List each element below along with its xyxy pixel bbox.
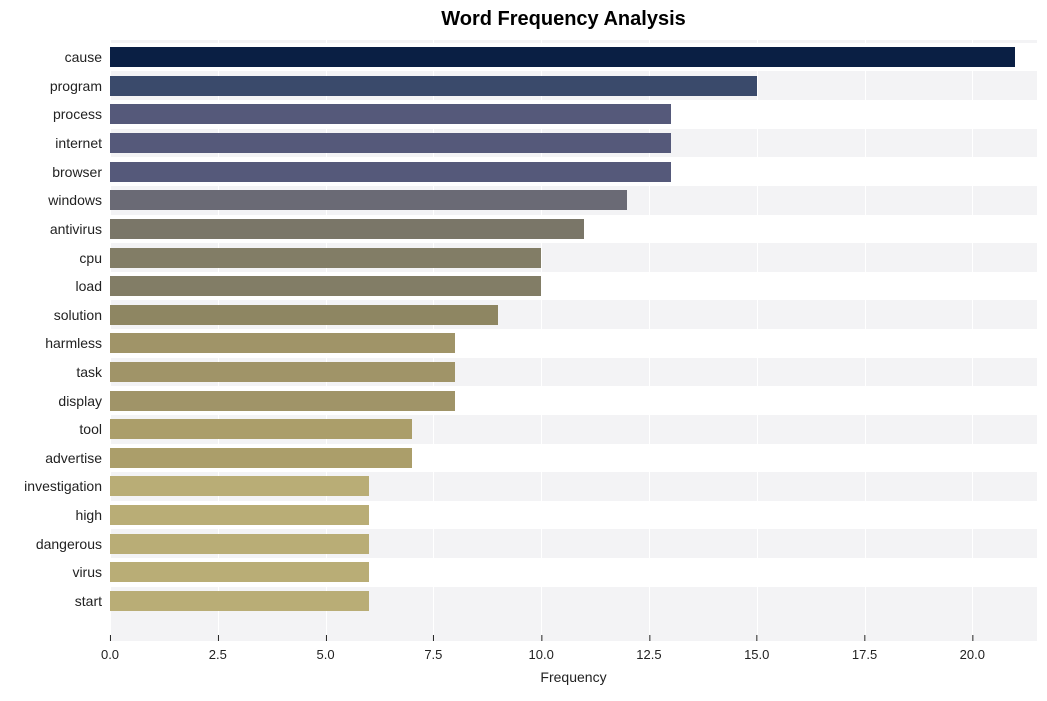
x-tick: 17.5 <box>852 641 877 662</box>
y-tick-label: start <box>75 593 110 609</box>
y-tick-label: tool <box>79 421 110 437</box>
y-tick-label: task <box>76 364 110 380</box>
y-tick-label: solution <box>54 307 110 323</box>
y-tick-label: high <box>76 507 110 523</box>
y-tick-label: browser <box>52 164 110 180</box>
bar <box>110 76 757 96</box>
x-tick: 7.5 <box>424 641 442 662</box>
chart-title: Word Frequency Analysis <box>0 0 1047 33</box>
y-tick-label: display <box>58 393 110 409</box>
gridline <box>649 40 650 641</box>
y-tick-label: advertise <box>45 450 110 466</box>
x-axis-title: Frequency <box>110 669 1037 685</box>
y-tick-label: load <box>76 278 110 294</box>
bar <box>110 133 671 153</box>
y-tick-label: program <box>50 78 110 94</box>
y-tick-label: process <box>53 106 110 122</box>
x-tick-label: 10.0 <box>529 647 554 662</box>
x-tick-label: 2.5 <box>209 647 227 662</box>
x-tick-label: 0.0 <box>101 647 119 662</box>
y-tick-label: antivirus <box>50 221 110 237</box>
bar <box>110 219 584 239</box>
bar <box>110 333 455 353</box>
bar <box>110 305 498 325</box>
x-tick: 15.0 <box>744 641 769 662</box>
bar <box>110 190 627 210</box>
bar <box>110 47 1015 67</box>
bar <box>110 248 541 268</box>
x-tick-label: 5.0 <box>317 647 335 662</box>
y-tick-label: internet <box>55 135 110 151</box>
bar <box>110 591 369 611</box>
bar <box>110 534 369 554</box>
x-tick: 12.5 <box>636 641 661 662</box>
gridline <box>865 40 866 641</box>
x-tick: 2.5 <box>209 641 227 662</box>
x-tick-label: 17.5 <box>852 647 877 662</box>
bar <box>110 448 412 468</box>
bar <box>110 562 369 582</box>
x-tick-label: 7.5 <box>424 647 442 662</box>
bar <box>110 104 671 124</box>
y-tick-label: virus <box>72 564 110 580</box>
y-tick-label: cause <box>65 49 110 65</box>
y-tick-label: windows <box>48 192 110 208</box>
x-tick-label: 12.5 <box>636 647 661 662</box>
bar <box>110 162 671 182</box>
gridline <box>541 40 542 641</box>
x-tick-label: 15.0 <box>744 647 769 662</box>
bar <box>110 276 541 296</box>
y-tick-label: cpu <box>79 250 110 266</box>
chart-container: Word Frequency Analysis causeprogramproc… <box>0 0 1047 701</box>
bar <box>110 505 369 525</box>
bar <box>110 476 369 496</box>
plot-zone: causeprogramprocessinternetbrowserwindow… <box>110 40 1037 641</box>
bar <box>110 391 455 411</box>
y-tick-label: investigation <box>24 478 110 494</box>
x-tick: 10.0 <box>529 641 554 662</box>
bar <box>110 362 455 382</box>
gridline <box>972 40 973 641</box>
x-tick: 0.0 <box>101 641 119 662</box>
y-tick-label: dangerous <box>36 536 110 552</box>
x-tick: 20.0 <box>960 641 985 662</box>
x-tick: 5.0 <box>317 641 335 662</box>
x-tick-label: 20.0 <box>960 647 985 662</box>
y-tick-label: harmless <box>45 335 110 351</box>
gridline <box>757 40 758 641</box>
bar <box>110 419 412 439</box>
